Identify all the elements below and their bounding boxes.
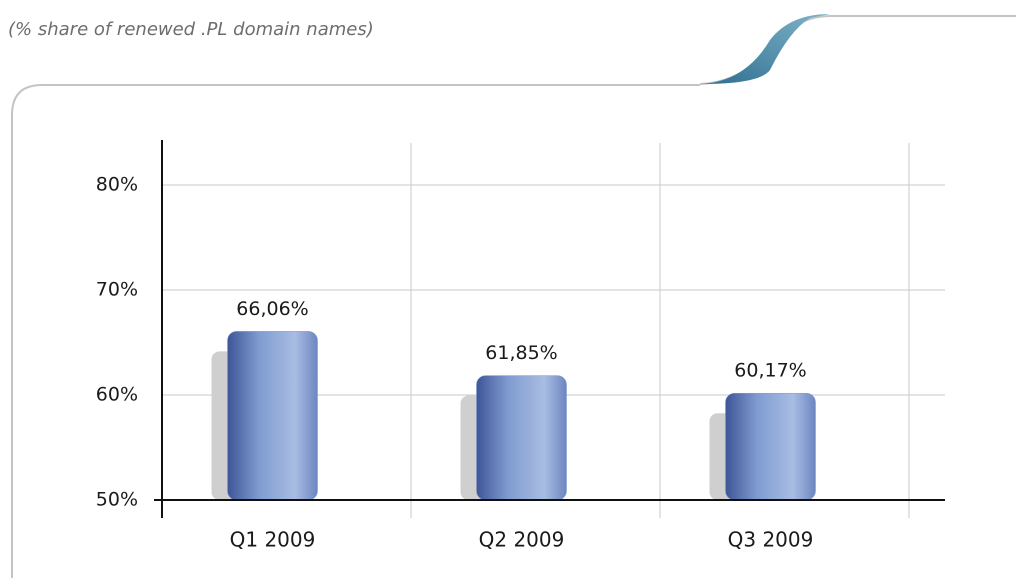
value-label: 66,06% bbox=[236, 298, 308, 320]
x-tick-label: Q2 2009 bbox=[479, 528, 565, 552]
y-tick-label: 60% bbox=[96, 384, 138, 406]
swoosh bbox=[700, 14, 830, 84]
x-tick-label: Q3 2009 bbox=[728, 528, 814, 552]
panel-border bbox=[11, 84, 700, 578]
y-tick-label: 50% bbox=[96, 489, 138, 511]
y-tick-label: 70% bbox=[96, 279, 138, 301]
x-tick-label: Q1 2009 bbox=[230, 528, 316, 552]
value-label: 60,17% bbox=[734, 360, 806, 382]
y-tick-label: 80% bbox=[96, 174, 138, 196]
subtitle: (% share of renewed .PL domain names) bbox=[8, 19, 374, 40]
bar bbox=[476, 375, 567, 501]
plot: 50% 60% 70% 80% Q1 2009 66,06% Q2 2009 61,85% Q3… bbox=[96, 140, 945, 552]
value-label: 61,85% bbox=[485, 342, 557, 364]
bar bbox=[227, 331, 318, 501]
bar bbox=[725, 392, 816, 501]
